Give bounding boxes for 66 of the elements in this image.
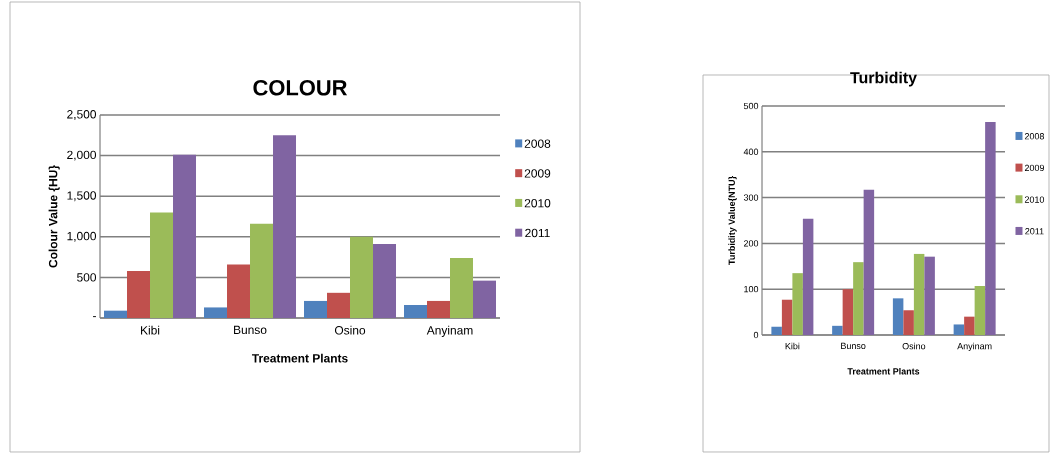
bar xyxy=(204,307,228,318)
bar xyxy=(802,218,814,335)
bar xyxy=(964,316,975,335)
y-tick-label: 1,500 xyxy=(67,191,97,202)
y-tick-label: 300 xyxy=(743,194,759,201)
bar xyxy=(327,292,351,318)
x-tick-label: Bunso xyxy=(841,342,866,350)
legend-label: 2009 xyxy=(1024,164,1044,172)
bar xyxy=(771,326,782,335)
x-tick-label: Osino xyxy=(334,325,366,335)
x-tick-label: Kibi xyxy=(785,342,800,350)
bar xyxy=(832,325,843,335)
y-tick-label: 100 xyxy=(744,286,759,293)
bar xyxy=(953,324,965,335)
chart-title: Turbidity xyxy=(850,71,917,87)
x-tick-label: Kibi xyxy=(141,325,160,335)
bar xyxy=(903,310,914,335)
bar xyxy=(227,264,251,318)
bar xyxy=(104,310,128,318)
chart-title: COLOUR xyxy=(253,79,348,96)
y-tick-label: 500 xyxy=(743,102,759,110)
legend-label: 2010 xyxy=(1024,196,1045,203)
bar xyxy=(373,244,397,318)
y-tick-label: 500 xyxy=(77,273,97,282)
bar xyxy=(792,273,803,335)
bar xyxy=(304,300,328,318)
y-axis-title: Colour Value {HU} xyxy=(48,165,60,268)
bar xyxy=(985,122,996,335)
y-tick-label: 1,000 xyxy=(67,231,97,242)
bar xyxy=(350,236,374,318)
bar xyxy=(892,298,904,335)
bar xyxy=(913,253,925,335)
legend-label: 2011 xyxy=(525,228,550,238)
x-axis-title: Treatment Plants xyxy=(251,353,348,363)
bar xyxy=(127,270,151,318)
bar xyxy=(150,212,174,318)
bar xyxy=(427,300,451,318)
bar xyxy=(781,299,793,335)
bar xyxy=(473,280,497,318)
legend-label: 2008 xyxy=(1024,133,1045,140)
legend-label: 2009 xyxy=(524,169,551,178)
bar xyxy=(450,257,474,318)
x-tick-label: Anyinam xyxy=(957,342,992,352)
x-axis-title: Treatment Plants xyxy=(847,367,920,375)
bar xyxy=(924,256,935,335)
bar xyxy=(863,189,875,335)
bar xyxy=(404,304,428,318)
bar xyxy=(853,262,864,335)
y-tick-label: 2,000 xyxy=(67,150,97,161)
bar xyxy=(273,135,297,318)
legend-label: 2011 xyxy=(1025,228,1044,235)
bar xyxy=(842,289,854,335)
y-tick-label: 2,500 xyxy=(67,110,97,120)
x-tick-label: Bunso xyxy=(234,325,267,335)
legend-label: 2008 xyxy=(524,139,551,148)
bar xyxy=(173,154,197,318)
y-tick-label: - xyxy=(93,316,96,318)
y-axis-title: Turbidity Value{NTU} xyxy=(728,176,737,265)
bar xyxy=(250,223,274,318)
legend-label: 2010 xyxy=(524,199,551,208)
x-tick-label: Anyinam xyxy=(426,325,473,337)
y-tick-label: 0 xyxy=(753,331,759,339)
x-tick-label: Osino xyxy=(902,342,926,350)
y-tick-label: 400 xyxy=(743,148,759,155)
y-tick-label: 200 xyxy=(743,240,759,247)
bar xyxy=(974,285,986,335)
